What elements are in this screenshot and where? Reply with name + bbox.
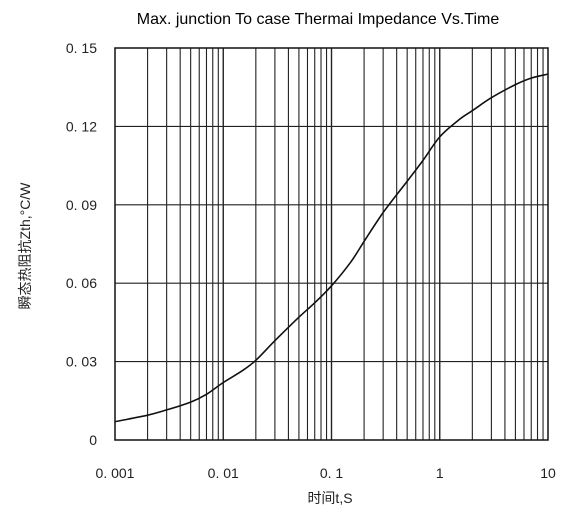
- plot-frame: [114, 47, 549, 441]
- series-line: [114, 73, 549, 423]
- x-axis-ticks: 0. 001 0. 01 0. 1 1 10: [96, 465, 556, 481]
- chart-title: Max. junction To case Thermai Impedance …: [137, 11, 500, 28]
- x-tick-label: 10: [540, 465, 556, 481]
- y-tick-label: 0. 12: [66, 118, 97, 134]
- y-tick-label: 0. 15: [66, 40, 97, 56]
- y-tick-label: 0: [89, 432, 97, 448]
- y-tick-label: 0. 09: [66, 197, 97, 213]
- y-tick-label: 0. 06: [66, 275, 97, 291]
- x-tick-label: 0. 01: [208, 465, 239, 481]
- x-tick-label: 0. 001: [96, 465, 135, 481]
- y-axis-label: 瞬态热阻抗Zth,°C/W: [17, 182, 33, 310]
- grid-lines: [115, 48, 548, 440]
- x-axis-label: 时间t,S: [307, 490, 352, 506]
- y-axis-ticks: 0 0. 03 0. 06 0. 09 0. 12 0. 15: [66, 40, 97, 448]
- x-tick-label: 1: [436, 465, 444, 481]
- x-tick-label: 0. 1: [320, 465, 344, 481]
- y-tick-label: 0. 03: [66, 354, 97, 370]
